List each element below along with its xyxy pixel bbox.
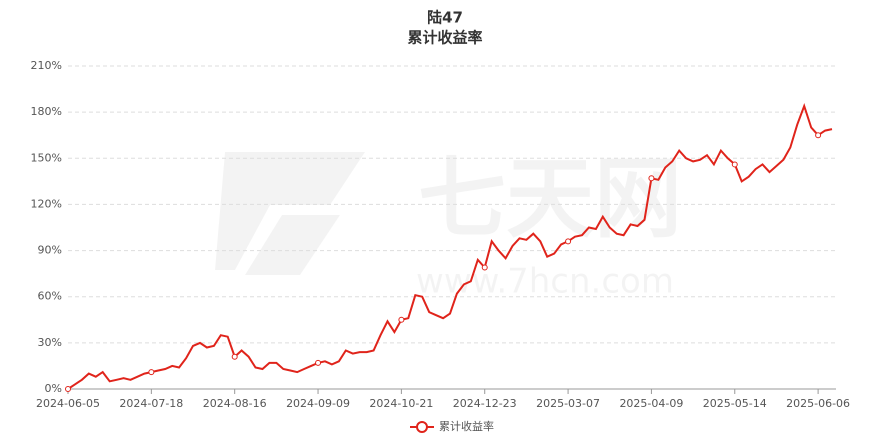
point-marker bbox=[648, 175, 655, 182]
watermark-text: 七天网 bbox=[418, 147, 682, 250]
x-tick-label: 2024-06-05 bbox=[36, 397, 100, 410]
y-tick-label: 210% bbox=[31, 59, 62, 72]
watermark-logo bbox=[215, 152, 365, 275]
x-tick-label: 2024-09-09 bbox=[286, 397, 350, 410]
x-tick-label: 2025-03-07 bbox=[536, 397, 600, 410]
point-marker bbox=[731, 161, 738, 168]
y-tick-label: 180% bbox=[31, 105, 62, 118]
series-line bbox=[67, 102, 833, 390]
point-marker bbox=[148, 369, 155, 376]
x-tick-label: 2025-04-09 bbox=[619, 397, 683, 410]
chart-title: 陆47 bbox=[427, 9, 463, 27]
y-tick-label: 150% bbox=[31, 151, 62, 164]
point-marker bbox=[315, 359, 322, 366]
x-tick-label: 2024-12-23 bbox=[453, 397, 517, 410]
y-tick-label: 30% bbox=[38, 336, 62, 349]
x-tick-label: 2025-06-06 bbox=[786, 397, 850, 410]
legend-marker bbox=[416, 421, 428, 433]
legend-label: 累计收益率 bbox=[439, 419, 494, 433]
x-tick-label: 2024-08-16 bbox=[203, 397, 267, 410]
x-tick-label: 2025-05-14 bbox=[703, 397, 767, 410]
point-marker bbox=[481, 264, 488, 271]
point-marker bbox=[565, 238, 572, 245]
x-tick-label: 2024-07-18 bbox=[119, 397, 183, 410]
y-tick-label: 90% bbox=[38, 244, 62, 257]
point-marker bbox=[398, 316, 405, 323]
x-tick-label: 2024-10-21 bbox=[369, 397, 433, 410]
y-tick-label: 120% bbox=[31, 197, 62, 210]
watermark-url: www.7hcn.com bbox=[416, 262, 674, 302]
y-tick-label: 0% bbox=[45, 382, 62, 395]
point-marker bbox=[65, 386, 71, 392]
point-marker bbox=[815, 132, 822, 139]
y-tick-label: 60% bbox=[38, 290, 62, 303]
point-marker bbox=[231, 353, 238, 360]
chart-subtitle: 累计收益率 bbox=[407, 29, 482, 47]
